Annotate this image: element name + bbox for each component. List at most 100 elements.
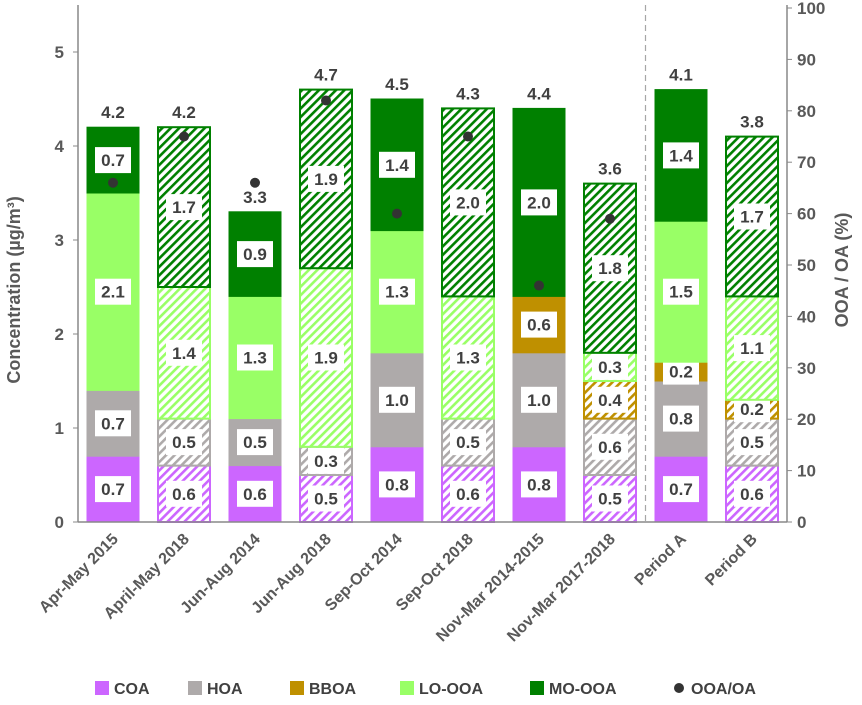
data-label: 0.6 <box>172 485 196 504</box>
data-label-box <box>450 429 486 456</box>
data-label: 0.6 <box>243 485 267 504</box>
y2-tick-label: 90 <box>797 50 816 69</box>
data-label: 0.5 <box>598 490 622 509</box>
data-label-box <box>95 410 131 437</box>
data-label-box <box>95 147 131 174</box>
data-label-box <box>450 189 486 216</box>
data-label-box <box>237 241 273 268</box>
data-label-box <box>734 480 770 507</box>
data-label-box <box>379 278 415 305</box>
data-label-box <box>237 344 273 371</box>
legend-swatch-coa <box>95 681 109 695</box>
data-label: 1.5 <box>669 283 693 302</box>
bar-stack: 0.6 0.5 0.2 1.1 1.7 3.8 Period B <box>702 113 779 589</box>
data-label-box <box>592 386 628 413</box>
legend-swatch-bboa <box>290 681 304 695</box>
data-label: 1.9 <box>314 349 338 368</box>
legend-label: MO-OOA <box>549 681 617 698</box>
data-label: 2.1 <box>101 283 125 302</box>
total-label: 3.6 <box>598 160 622 179</box>
y2-tick-label: 10 <box>797 462 816 481</box>
legend-swatch-lo-ooa <box>400 681 414 695</box>
data-label-box <box>95 476 131 503</box>
data-label-box <box>308 485 344 512</box>
ooa-oa-point <box>179 131 189 142</box>
total-label: 3.8 <box>740 113 764 132</box>
data-label-box <box>166 339 202 366</box>
data-label: 1.1 <box>740 339 764 358</box>
data-label: 1.0 <box>527 391 551 410</box>
data-label-box <box>663 278 699 305</box>
data-label-box <box>166 480 202 507</box>
data-label-box <box>592 433 628 460</box>
y-tick-label: 2 <box>55 325 64 344</box>
data-label-box <box>663 142 699 169</box>
data-label-box <box>166 429 202 456</box>
y2-tick-label: 50 <box>797 256 816 275</box>
data-label-box <box>734 335 770 362</box>
data-label: 0.5 <box>243 433 267 452</box>
data-label: 0.8 <box>669 410 693 429</box>
legend: COA HOA BBOA LO-OOA MO-OOA OOA/OA <box>95 681 756 698</box>
legend-marker-ooa-oa <box>674 683 684 693</box>
data-label: 1.7 <box>172 198 196 217</box>
data-label: 0.3 <box>314 452 338 471</box>
data-label: 1.4 <box>172 344 196 363</box>
data-label: 0.2 <box>669 363 693 382</box>
data-label-box <box>308 344 344 371</box>
data-label: 0.5 <box>456 433 480 452</box>
data-label-box <box>734 203 770 230</box>
data-label: 0.4 <box>598 391 622 410</box>
total-label: 3.3 <box>243 188 267 207</box>
data-label-box <box>521 471 557 498</box>
data-label: 0.8 <box>527 475 551 494</box>
data-label: 0.7 <box>101 480 125 499</box>
data-label: 1.0 <box>385 391 409 410</box>
data-label: 0.6 <box>527 316 551 335</box>
legend-swatch-hoa <box>188 681 202 695</box>
data-label-box <box>663 405 699 432</box>
data-label: 0.8 <box>385 475 409 494</box>
ooa-oa-point <box>605 213 615 224</box>
ooa-oa-point <box>463 131 473 142</box>
y2-tick-label: 20 <box>797 410 816 429</box>
data-label-box <box>237 429 273 456</box>
bar-stack: 0.7 0.8 0.2 1.5 1.4 4.1 Period A <box>632 66 708 589</box>
legend-label: COA <box>114 681 150 698</box>
data-label: 1.9 <box>314 170 338 189</box>
data-label-box <box>308 447 344 474</box>
data-label: 0.6 <box>598 438 622 457</box>
data-label-box <box>521 386 557 413</box>
data-label-box <box>308 165 344 192</box>
data-label: 1.8 <box>598 259 622 278</box>
ooa-oa-point <box>321 95 331 106</box>
data-label: 0.5 <box>740 433 764 452</box>
data-label-box <box>663 358 699 385</box>
legend-label: HOA <box>207 681 243 698</box>
total-label: 4.2 <box>172 103 196 122</box>
data-label-box <box>592 485 628 512</box>
data-label-box <box>450 480 486 507</box>
legend-label: OOA/OA <box>691 681 756 698</box>
y-tick-label: 1 <box>55 419 64 438</box>
ooa-oa-point <box>534 280 544 291</box>
data-label: 0.5 <box>172 433 196 452</box>
data-label-box <box>379 151 415 178</box>
data-label-box <box>379 471 415 498</box>
y-tick-label: 5 <box>55 43 64 62</box>
data-label-box <box>379 386 415 413</box>
data-label: 0.2 <box>740 400 764 419</box>
data-label-box <box>521 311 557 338</box>
data-label: 1.3 <box>385 283 409 302</box>
data-label: 1.4 <box>385 156 409 175</box>
legend-swatch-mo-ooa <box>530 681 544 695</box>
data-label: 2.0 <box>527 193 551 212</box>
data-label: 2.0 <box>456 193 480 212</box>
data-label: 0.7 <box>101 151 125 170</box>
data-label: 1.7 <box>740 208 764 227</box>
